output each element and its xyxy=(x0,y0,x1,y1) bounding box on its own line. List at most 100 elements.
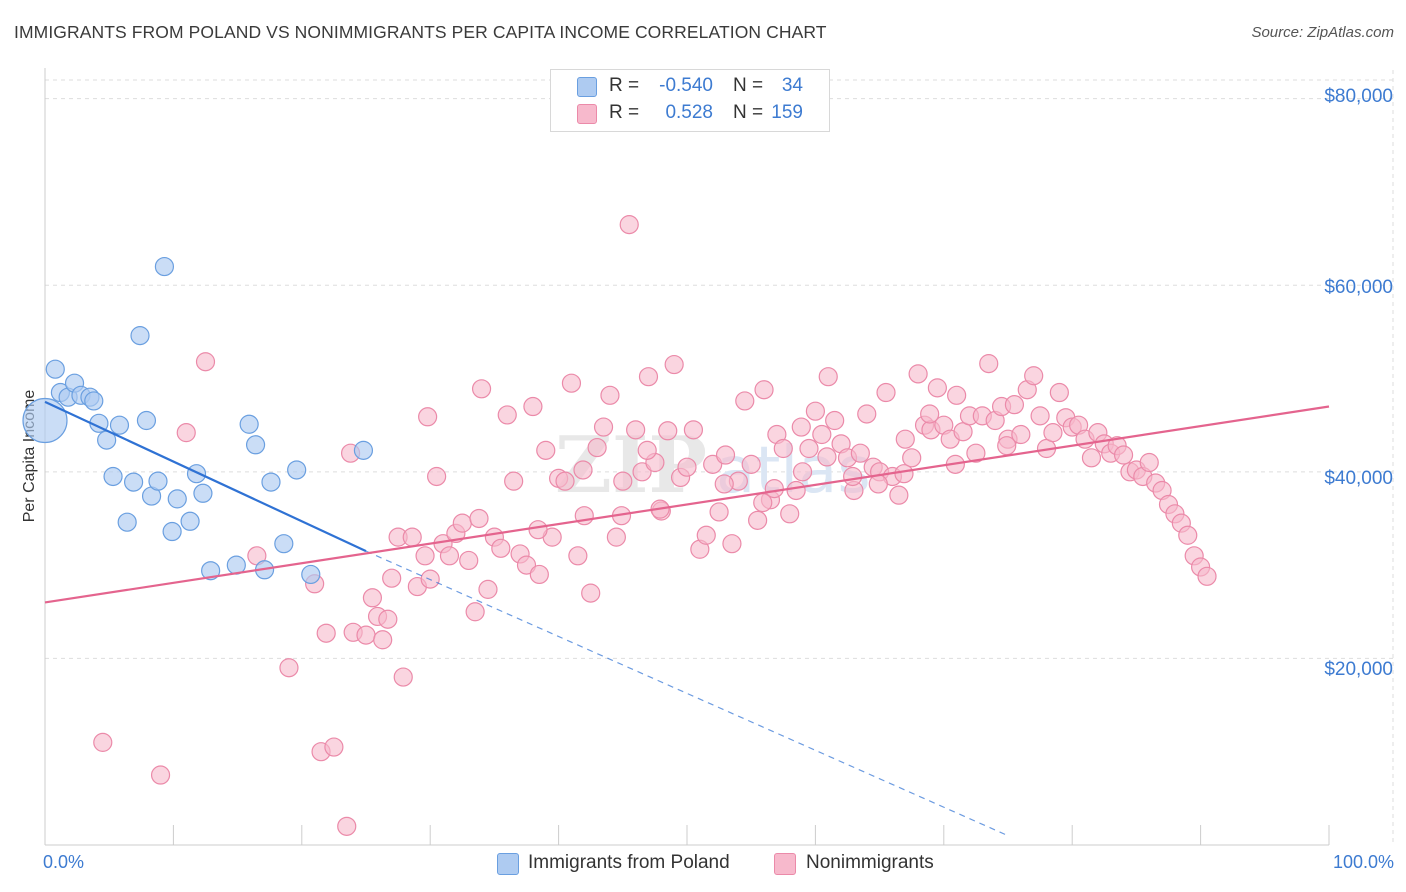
chart-title: IMMIGRANTS FROM POLAND VS NONIMMIGRANTS … xyxy=(14,22,827,42)
data-point-poland xyxy=(274,534,294,554)
data-point-nonimmigrants xyxy=(658,421,678,441)
data-point-poland xyxy=(22,397,68,444)
data-point-nonimmigrants xyxy=(581,583,601,603)
data-point-nonimmigrants xyxy=(791,417,811,437)
data-point-nonimmigrants xyxy=(703,454,723,474)
legend-row-nonimmigrants: R = 0.528 N = 159 xyxy=(551,101,829,127)
legend-r-value: -0.540 xyxy=(659,75,713,96)
data-point-nonimmigrants xyxy=(741,454,761,474)
data-point-nonimmigrants xyxy=(382,568,402,588)
data-point-nonimmigrants xyxy=(452,513,472,533)
data-point-poland xyxy=(245,435,266,455)
y-tick-label: $20,000 xyxy=(1324,659,1393,680)
data-point-poland xyxy=(180,511,200,531)
data-point-poland xyxy=(45,359,65,379)
data-point-nonimmigrants xyxy=(1113,445,1134,465)
data-point-nonimmigrants xyxy=(753,493,773,513)
data-point-poland xyxy=(239,414,259,434)
data-point-nonimmigrants xyxy=(722,534,742,554)
data-point-nonimmigrants xyxy=(979,354,999,374)
data-point-poland xyxy=(117,512,137,532)
data-point-nonimmigrants xyxy=(805,401,826,421)
data-point-nonimmigrants xyxy=(568,546,588,566)
data-point-nonimmigrants xyxy=(626,420,646,440)
data-point-nonimmigrants xyxy=(1081,448,1102,468)
data-point-poland xyxy=(148,471,168,491)
data-point-nonimmigrants xyxy=(491,538,511,558)
data-point-nonimmigrants xyxy=(754,380,774,400)
data-point-nonimmigrants xyxy=(600,385,620,405)
data-point-nonimmigrants xyxy=(393,667,413,687)
data-point-nonimmigrants xyxy=(516,555,537,575)
data-point-nonimmigrants xyxy=(324,737,344,757)
trendline-nonimmigrants xyxy=(44,405,1330,604)
data-point-nonimmigrants xyxy=(817,447,837,467)
data-point-nonimmigrants xyxy=(504,471,524,491)
data-point-poland xyxy=(167,489,187,509)
data-point-nonimmigrants xyxy=(573,460,593,480)
legend-row-poland: R = -0.540 N = 34 xyxy=(551,74,829,100)
data-point-nonimmigrants xyxy=(1024,366,1044,386)
data-point-nonimmigrants xyxy=(606,527,626,547)
data-point-nonimmigrants xyxy=(780,504,800,524)
data-point-nonimmigrants xyxy=(1049,382,1069,403)
data-point-nonimmigrants xyxy=(857,404,877,424)
data-point-nonimmigrants xyxy=(786,480,806,501)
data-point-nonimmigrants xyxy=(195,352,216,372)
data-point-nonimmigrants xyxy=(637,440,657,460)
data-point-nonimmigrants xyxy=(895,429,915,449)
data-point-nonimmigrants xyxy=(683,420,704,440)
data-point-poland xyxy=(123,472,144,492)
data-point-nonimmigrants xyxy=(876,382,896,403)
legend-r-value: 0.528 xyxy=(665,102,713,123)
data-point-nonimmigrants xyxy=(1004,395,1025,415)
data-point-nonimmigrants xyxy=(378,609,398,629)
data-point-nonimmigrants xyxy=(868,474,888,494)
data-point-nonimmigrants xyxy=(150,765,171,785)
legend-swatch-pink xyxy=(577,104,597,124)
data-point-poland xyxy=(261,472,281,492)
data-point-nonimmigrants xyxy=(469,508,489,529)
bottom-legend-nonimmigrants: Nonimmigrants xyxy=(806,852,934,873)
data-point-nonimmigrants xyxy=(1139,452,1159,473)
data-point-nonimmigrants xyxy=(889,485,909,505)
data-point-nonimmigrants xyxy=(561,373,582,393)
data-point-poland xyxy=(162,521,182,542)
data-point-nonimmigrants xyxy=(1043,423,1063,443)
bottom-legend-swatch-pink xyxy=(774,853,796,875)
data-point-nonimmigrants xyxy=(1011,424,1031,445)
data-point-nonimmigrants xyxy=(1178,525,1198,545)
legend: R = -0.540 N = 34 R = 0.528 N = 159 xyxy=(550,69,830,132)
data-point-nonimmigrants xyxy=(773,438,793,459)
data-point-nonimmigrants xyxy=(825,410,845,431)
data-point-nonimmigrants xyxy=(587,437,607,458)
data-point-nonimmigrants xyxy=(715,445,736,465)
data-point-nonimmigrants xyxy=(818,367,838,387)
data-point-nonimmigrants xyxy=(1030,406,1050,426)
data-point-nonimmigrants xyxy=(337,816,357,836)
data-point-poland xyxy=(154,256,175,277)
data-point-nonimmigrants xyxy=(279,658,299,678)
legend-n-label: N = xyxy=(733,75,764,96)
data-point-poland xyxy=(136,410,157,431)
data-point-nonimmigrants xyxy=(902,448,922,468)
data-point-nonimmigrants xyxy=(528,520,548,540)
data-point-nonimmigrants xyxy=(459,550,479,571)
data-point-poland xyxy=(201,561,221,581)
data-point-nonimmigrants xyxy=(362,588,383,608)
data-point-nonimmigrants xyxy=(593,417,614,437)
data-point-nonimmigrants xyxy=(632,462,652,482)
data-point-nonimmigrants xyxy=(373,630,393,650)
data-point-nonimmigrants xyxy=(356,625,376,645)
data-point-poland xyxy=(109,415,130,435)
data-point-nonimmigrants xyxy=(696,525,716,545)
data-point-nonimmigrants xyxy=(439,546,460,566)
data-point-nonimmigrants xyxy=(613,471,633,491)
data-point-nonimmigrants xyxy=(799,438,819,459)
data-point-nonimmigrants xyxy=(966,443,986,463)
data-point-poland xyxy=(84,391,104,411)
data-point-nonimmigrants xyxy=(709,502,729,522)
data-point-nonimmigrants xyxy=(415,546,435,566)
y-tick-label: $80,000 xyxy=(1324,86,1393,107)
